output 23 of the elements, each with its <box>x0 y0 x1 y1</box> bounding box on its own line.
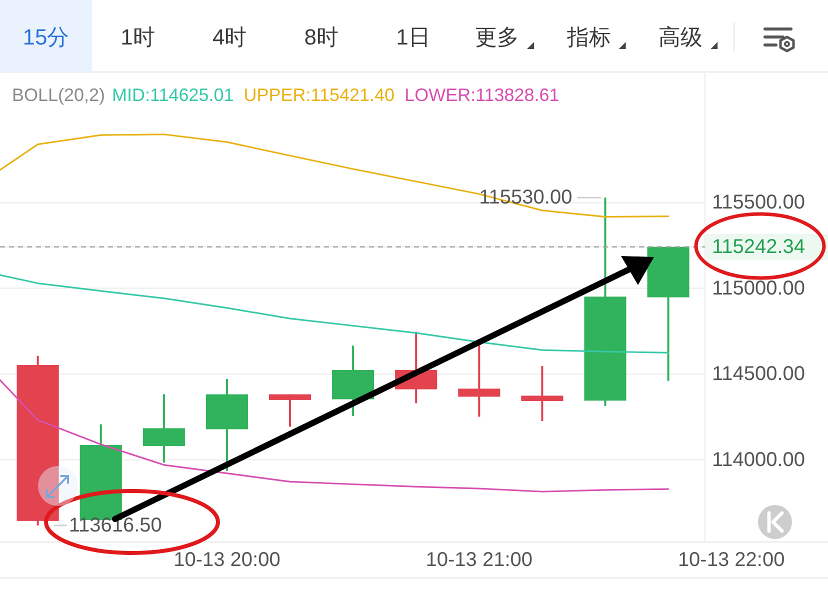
text: UPPER:115421.40 <box>244 85 395 105</box>
y-tick-label: 114000.00 <box>712 448 806 471</box>
text: 1日 <box>396 24 430 50</box>
text: 1时 <box>120 24 155 50</box>
candlestick <box>458 342 500 418</box>
text: 更多 <box>475 24 519 50</box>
x-tick-label: 10-13 21:00 <box>426 549 533 571</box>
x-tick-label: 10-13 22:00 <box>678 549 785 571</box>
text: LOWER:113828.61 <box>404 85 560 105</box>
text: 高级 <box>658 24 703 50</box>
text: 15分 <box>22 24 70 50</box>
text: 4时 <box>212 24 247 50</box>
y-tick-label: 115242.34 <box>712 236 806 258</box>
text: 8时 <box>304 24 339 50</box>
y-tick-label: 115500.00 <box>712 192 806 214</box>
x-tick-label: 10-13 20:00 <box>174 549 280 571</box>
y-tick-label: 114500.00 <box>712 363 806 386</box>
text: 指标 <box>566 24 611 50</box>
candlestick <box>521 365 564 422</box>
annotation: 113616.50 <box>68 514 162 536</box>
text: MID:114625.01 <box>112 85 234 105</box>
y-tick-label: 115000.00 <box>712 277 806 300</box>
legend-title: BOLL(20,2) <box>12 85 106 105</box>
